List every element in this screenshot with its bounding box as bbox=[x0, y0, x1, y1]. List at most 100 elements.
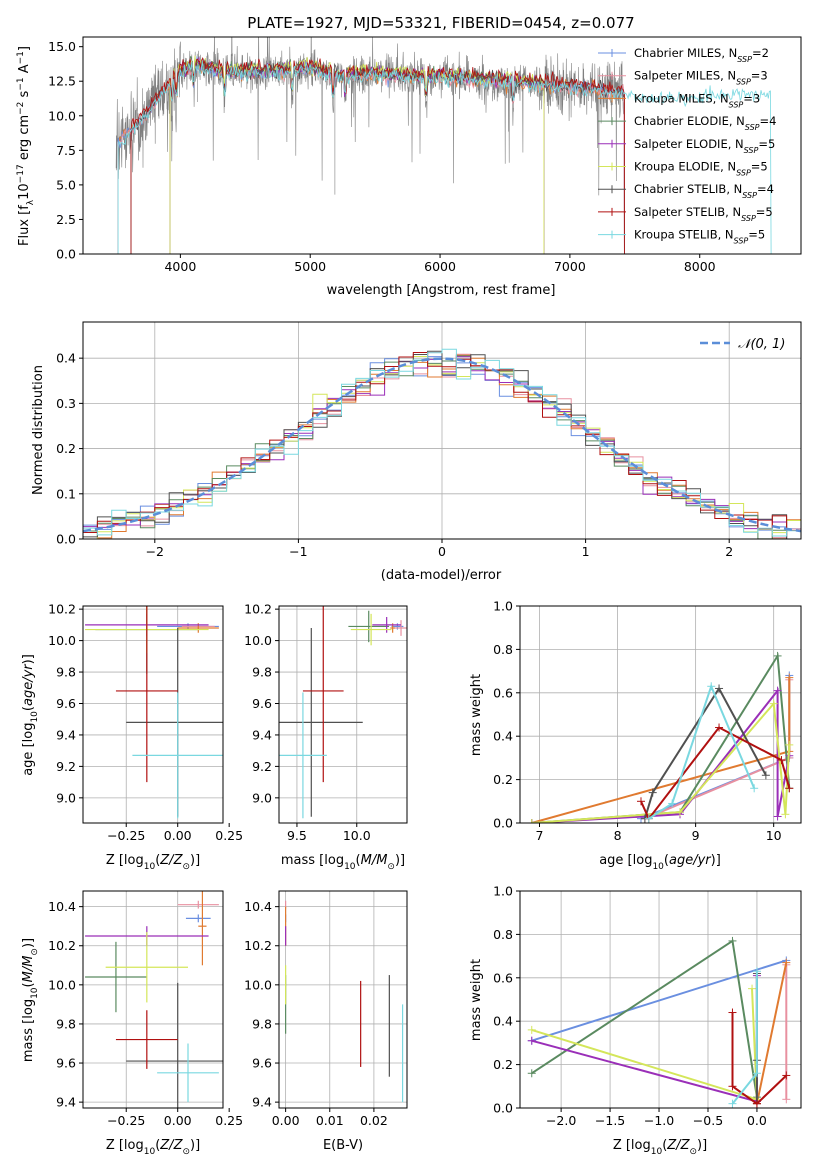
axes-frame bbox=[278, 890, 408, 1109]
y-tick-label: 0.6 bbox=[493, 970, 513, 985]
y-tick-label: 9.6 bbox=[56, 696, 76, 711]
x-tick-label: 0.00 bbox=[164, 828, 192, 843]
x-tick-label: 8000 bbox=[684, 259, 716, 274]
y-tick-label: 9.8 bbox=[56, 1016, 76, 1031]
x-tick-label: 7 bbox=[536, 828, 544, 843]
y-tick-label: 9.2 bbox=[56, 759, 76, 774]
figure-title: PLATE=1927, MJD=53321, FIBERID=0454, z=0… bbox=[247, 14, 634, 32]
residual-y-label: Normed distribution bbox=[31, 365, 46, 495]
y-tick-label: 9.0 bbox=[56, 790, 76, 805]
y-tick-label: 10.0 bbox=[244, 633, 272, 648]
weight-vs-metallicity-y-label: mass weight bbox=[469, 959, 484, 1041]
weight-vs-age-x-label: age [log10(age/yr)] bbox=[599, 853, 721, 872]
y-tick-label: 10.0 bbox=[48, 977, 76, 992]
y-tick-label: 0.2 bbox=[493, 772, 513, 787]
x-tick-label: −0.25 bbox=[107, 828, 145, 843]
y-tick-label: 9.6 bbox=[252, 1056, 272, 1071]
y-tick-label: 9.4 bbox=[56, 727, 76, 742]
y-tick-label: 0.4 bbox=[56, 351, 76, 366]
y-tick-label: 2.5 bbox=[56, 212, 76, 227]
y-tick-label: 9.2 bbox=[252, 759, 272, 774]
weight-vs-metallicity-x-label: Z [log10(Z/Z⊙)] bbox=[613, 1138, 707, 1157]
legend-entry: Chabrier STELIB, NSSP=4 bbox=[634, 182, 774, 200]
x-tick-label: 10.0 bbox=[343, 828, 371, 843]
model-spectrum-kroupa_stelib bbox=[117, 60, 772, 254]
age-vs-metallicity-panel-plot-area bbox=[83, 606, 223, 823]
y-tick-label: 0.6 bbox=[493, 685, 513, 700]
weight-line-salpeter_elodie bbox=[531, 975, 758, 1103]
y-tick-label: 0.2 bbox=[56, 441, 76, 456]
weight-vs-metallicity-panel: −2.0 −1.5 −1.0 −0.5 0.0 0.0 0.2 0.4 0.6 0.8 1.0 bbox=[493, 884, 802, 1128]
mass-vs-reddening-panel: 0.00 0.01 0.02 9.4 9.6 9.8 10.0 10.2 10.4 bbox=[244, 890, 408, 1128]
weight-line-chabrier_elodie bbox=[531, 652, 791, 823]
y-tick-label: 10.2 bbox=[48, 602, 76, 617]
axes-frame bbox=[82, 36, 802, 255]
legend-entry: Salpeter ELODIE, NSSP=5 bbox=[634, 137, 775, 155]
age-y-label: age [log10(age/yr)] bbox=[21, 654, 40, 776]
y-tick-label: 0.1 bbox=[56, 486, 76, 501]
y-tick-label: 10.2 bbox=[244, 602, 272, 617]
x-tick-label: −1 bbox=[289, 544, 307, 559]
age-vs-mass-x-label: mass [log10(M/M⊙)] bbox=[281, 853, 405, 872]
mass-vs-reddening-x-label: E(B-V) bbox=[323, 1138, 363, 1153]
y-tick-label: 0.8 bbox=[493, 642, 513, 657]
x-tick-label: 9.5 bbox=[287, 828, 307, 843]
y-tick-label: 0.4 bbox=[493, 729, 513, 744]
x-tick-label: 1 bbox=[582, 544, 590, 559]
x-tick-label: 0.00 bbox=[272, 1113, 300, 1128]
weight-line-chabrier_miles bbox=[531, 959, 787, 1042]
age-vs-metallicity-x-label: Z [log10(Z/Z⊙)] bbox=[106, 853, 200, 872]
mass-vs-metallicity-panel-plot-area bbox=[83, 891, 223, 1108]
y-tick-label: 1.0 bbox=[493, 599, 513, 614]
x-tick-label: −1.5 bbox=[595, 1113, 625, 1128]
legend-entry: Salpeter STELIB, NSSP=5 bbox=[634, 205, 773, 223]
axes-frame bbox=[278, 605, 408, 824]
y-tick-label: 15.0 bbox=[48, 39, 76, 54]
age-vs-metallicity-panel: −0.25 0.00 0.25 9.0 9.2 9.4 9.6 9.8 10.0 10.2 bbox=[48, 602, 243, 843]
spectrum-panel: 4000 5000 6000 7000 8000 0.0 2.5 5.0 7.5 10.0 12.5… bbox=[48, 36, 802, 274]
legend-entry: Chabrier MILES, NSSP=2 bbox=[634, 46, 769, 64]
y-tick-label: 12.5 bbox=[48, 74, 76, 89]
y-tick-label: 5.0 bbox=[56, 177, 76, 192]
y-tick-label: 10.0 bbox=[48, 108, 76, 123]
histogram-salpeter_stelib bbox=[83, 352, 801, 539]
x-tick-label: 10 bbox=[766, 828, 782, 843]
y-tick-label: 0.0 bbox=[56, 532, 76, 547]
y-tick-label: 10.2 bbox=[244, 938, 272, 953]
x-tick-label: −2.0 bbox=[546, 1113, 576, 1128]
weight-line-chabrier_elodie bbox=[531, 939, 758, 1098]
y-tick-label: 0.2 bbox=[493, 1057, 513, 1072]
mass-vs-metallicity-panel: −0.25 0.00 0.25 9.4 9.6 9.8 10.0 10.2 10.4 bbox=[48, 890, 243, 1128]
x-tick-label: 4000 bbox=[164, 259, 196, 274]
weight-vs-age-panel: 7 8 9 10 0.0 0.2 0.4 0.6 0.8 1.0 bbox=[493, 599, 802, 843]
weight-line-chabrier_stelib bbox=[643, 686, 767, 819]
x-tick-label: −0.25 bbox=[107, 1113, 145, 1128]
y-tick-label: 0.3 bbox=[56, 396, 76, 411]
normal-curve bbox=[83, 357, 801, 533]
axes-frame bbox=[519, 605, 802, 824]
y-tick-label: 9.4 bbox=[56, 1095, 76, 1110]
axes-frame bbox=[82, 605, 224, 824]
y-tick-label: 9.4 bbox=[252, 727, 272, 742]
legend-entry: Kroupa ELODIE, NSSP=5 bbox=[634, 160, 768, 178]
legend-entry: Salpeter MILES, NSSP=3 bbox=[634, 69, 768, 87]
legend-entry: Kroupa STELIB, NSSP=5 bbox=[634, 228, 765, 246]
residual-x-label: (data-model)/error bbox=[381, 568, 502, 583]
y-tick-label: 10.0 bbox=[244, 977, 272, 992]
x-tick-label: 0.25 bbox=[215, 828, 243, 843]
y-tick-label: 9.8 bbox=[252, 665, 272, 680]
y-tick-label: 0.0 bbox=[493, 816, 513, 831]
observed-spectrum bbox=[115, 37, 625, 254]
x-tick-label: 6000 bbox=[424, 259, 456, 274]
mass-y-label: mass [log10(M/M⊙)] bbox=[21, 938, 40, 1062]
age-vs-mass-panel: 9.5 10.0 9.0 9.2 9.4 9.6 9.8 10.0 10.2 bbox=[244, 602, 408, 843]
y-tick-label: 9.4 bbox=[252, 1095, 272, 1110]
spectrum-legend: Chabrier MILES, NSSP=2 Salpeter MILES, NS… bbox=[598, 46, 776, 245]
y-tick-label: 10.4 bbox=[244, 899, 272, 914]
x-tick-label: −0.5 bbox=[693, 1113, 723, 1128]
x-tick-label: 0.0 bbox=[747, 1113, 767, 1128]
mass-vs-reddening-panel-plot-area bbox=[279, 891, 407, 1108]
y-tick-label: 9.6 bbox=[56, 1056, 76, 1071]
axes-frame bbox=[82, 890, 224, 1109]
weight-line-kroupa_stelib bbox=[648, 683, 756, 820]
